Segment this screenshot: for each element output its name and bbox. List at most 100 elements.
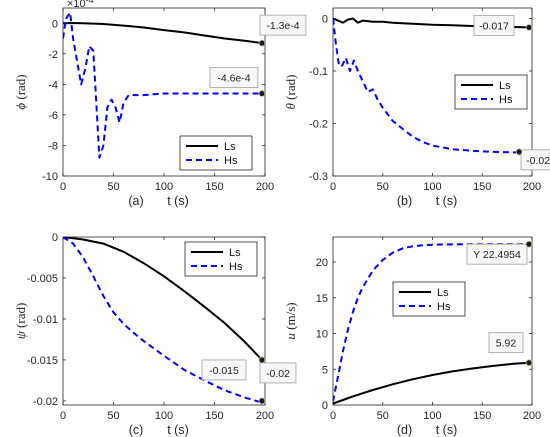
y-tick-label: -4 bbox=[48, 79, 58, 91]
chart-panel-c: 0 50 100 150 200 -0.02 -0.015 -0.01 -0.005 0 ψ (ra… bbox=[13, 232, 297, 437]
x-tick-label: 50 bbox=[107, 181, 119, 193]
series-line-ls bbox=[63, 237, 263, 361]
y-tick-label: -8 bbox=[48, 140, 58, 152]
legend-entry-hs: Hs bbox=[224, 155, 238, 167]
legend-box bbox=[179, 135, 253, 171]
plot-area bbox=[332, 236, 533, 406]
x-axis-label: t (s) bbox=[436, 194, 458, 208]
datatip-marker[interactable] bbox=[258, 39, 266, 47]
datatip-label: -0.02 bbox=[266, 368, 290, 380]
chart-panel-d: 0 50 100 150 200 0 5 10 15 20 u (m/s) (d) t (s) Y 22.… bbox=[283, 236, 541, 437]
y-axis-label: θ (rad) bbox=[283, 75, 298, 110]
datatip-box[interactable] bbox=[259, 14, 307, 36]
panel-label: (a) bbox=[128, 194, 143, 208]
datatip-box[interactable] bbox=[259, 362, 297, 384]
x-tick-label: 150 bbox=[473, 181, 491, 193]
x-axis-label: t (s) bbox=[436, 423, 458, 437]
datatip-box[interactable] bbox=[209, 67, 259, 88]
y-axis-label: ϕ (rad) bbox=[13, 74, 28, 109]
datatip-box[interactable] bbox=[201, 359, 247, 381]
y-tick-label: 15 bbox=[316, 293, 328, 305]
datatip-marker[interactable] bbox=[515, 148, 523, 156]
series-line-hs bbox=[63, 237, 263, 404]
legend-entry-hs: Hs bbox=[229, 261, 243, 273]
x-tick-label: 50 bbox=[377, 181, 389, 193]
chart-panel-b: 0 50 100 150 200 -0.3 -0.2 -0.1 0 θ (rad) (b) t (s)… bbox=[283, 7, 550, 208]
datatip-marker[interactable] bbox=[258, 356, 266, 364]
series-line-ls bbox=[63, 22, 263, 45]
y-tick-label: -0.2 bbox=[309, 119, 328, 131]
panel-label: (b) bbox=[397, 194, 412, 208]
y-tick-label: 0 bbox=[52, 232, 58, 244]
x-tick-label: 0 bbox=[60, 410, 66, 422]
x-tick-label: 200 bbox=[256, 181, 274, 193]
x-tick-label: 0 bbox=[330, 410, 336, 422]
datatip-label: 5.92 bbox=[496, 338, 517, 350]
y-tick-label: 5 bbox=[322, 364, 328, 376]
x-axis-label: t (s) bbox=[167, 194, 189, 208]
y-tick-label: -0.1 bbox=[309, 66, 328, 78]
x-tick-label: 50 bbox=[377, 410, 389, 422]
x-tick-label: 100 bbox=[155, 181, 173, 193]
datatip-marker[interactable] bbox=[525, 359, 533, 367]
y-tick-label: -0.015 bbox=[27, 355, 58, 367]
legend-entry-ls: Ls bbox=[437, 287, 449, 299]
chart-panel-a: 0 50 100 150 200 -10 -8 -6 -4 -2 0 ×10-4 ϕ (rad) (a) t… bbox=[13, 0, 307, 208]
datatip-label: -0.025 bbox=[526, 155, 550, 167]
datatip-box[interactable] bbox=[466, 243, 528, 265]
x-tick-label: 200 bbox=[256, 410, 274, 422]
y-tick-label: -0.01 bbox=[33, 314, 58, 326]
legend-box bbox=[454, 74, 528, 110]
legend-entry-ls: Ls bbox=[229, 247, 241, 259]
legend-entry-ls: Ls bbox=[224, 141, 236, 153]
datatip-box[interactable] bbox=[520, 149, 550, 171]
legend-entry-hs: Hs bbox=[437, 301, 451, 313]
datatip-box[interactable] bbox=[488, 332, 524, 354]
x-tick-label: 100 bbox=[423, 181, 441, 193]
y-tick-label: 0 bbox=[52, 18, 58, 30]
y-tick-label: 0 bbox=[322, 400, 328, 412]
x-tick-label: 200 bbox=[523, 410, 541, 422]
x-tick-label: 100 bbox=[155, 410, 173, 422]
x-tick-label: 100 bbox=[423, 410, 441, 422]
x-tick-label: 150 bbox=[473, 410, 491, 422]
y-tick-label: 20 bbox=[316, 257, 328, 269]
x-tick-label: 150 bbox=[205, 181, 223, 193]
datatip-marker[interactable] bbox=[258, 397, 266, 405]
legend-box bbox=[184, 241, 258, 277]
datatip-box[interactable] bbox=[473, 15, 515, 36]
datatip-label: -0.015 bbox=[209, 365, 239, 377]
y-axis-label: u (m/s) bbox=[283, 302, 298, 339]
x-tick-label: 200 bbox=[523, 181, 541, 193]
y-tick-label: -6 bbox=[48, 110, 58, 122]
legend-entry-ls: Ls bbox=[499, 80, 511, 92]
datatip-label: -4.6e-4 bbox=[217, 73, 250, 85]
series-line-ls bbox=[333, 17, 530, 29]
x-tick-label: 150 bbox=[205, 410, 223, 422]
datatip-marker[interactable] bbox=[525, 240, 533, 248]
y-axis-label: ψ (rad) bbox=[13, 303, 28, 340]
y-axis-exponent: ×10-4 bbox=[67, 0, 94, 10]
y-tick-label: -0.02 bbox=[33, 396, 58, 408]
panel-label: (c) bbox=[129, 423, 144, 437]
datatip-marker[interactable] bbox=[258, 90, 266, 97]
series-line-hs bbox=[63, 11, 262, 159]
legend-box bbox=[392, 281, 466, 317]
panel-label: (d) bbox=[397, 423, 412, 437]
y-tick-label: -2 bbox=[48, 49, 58, 61]
y-tick-label: -0.3 bbox=[309, 171, 328, 183]
x-tick-label: 0 bbox=[330, 181, 336, 193]
y-tick-label: 0 bbox=[322, 14, 328, 26]
series-line-ls bbox=[333, 361, 530, 405]
legend-entry-hs: Hs bbox=[499, 94, 513, 106]
y-tick-label: -10 bbox=[42, 171, 58, 183]
datatip-marker[interactable] bbox=[525, 24, 533, 31]
datatip-label: -0.017 bbox=[479, 20, 509, 32]
y-tick-label: 10 bbox=[316, 329, 328, 341]
x-tick-label: 0 bbox=[60, 181, 66, 193]
x-axis-label: t (s) bbox=[167, 423, 189, 437]
datatip-label: -1.3e-4 bbox=[266, 20, 299, 32]
datatip-label: Y 22.4954 bbox=[473, 249, 521, 261]
x-tick-label: 50 bbox=[107, 410, 119, 422]
